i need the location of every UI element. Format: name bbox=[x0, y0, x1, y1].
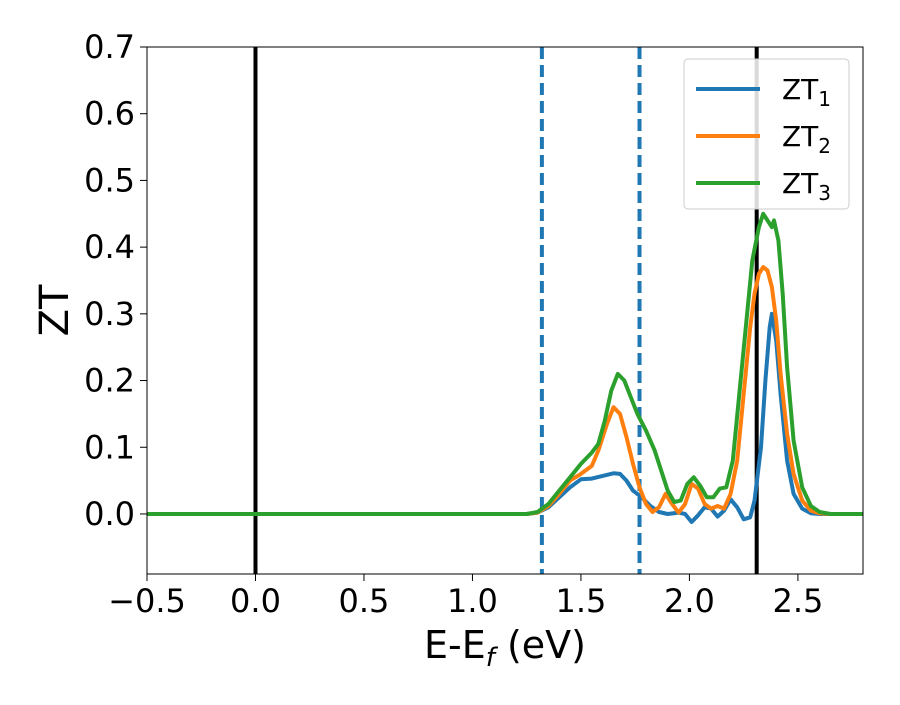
y-tick-label: 0.3 bbox=[84, 295, 135, 333]
x-tick-label: 0.0 bbox=[230, 582, 281, 620]
x-tick-label: 2.5 bbox=[772, 582, 823, 620]
x-axis-label: E-Ef (eV) bbox=[424, 623, 586, 673]
plot-frame bbox=[146, 46, 864, 575]
y-tick-label: 0.1 bbox=[84, 428, 135, 466]
y-tick-label: 0.7 bbox=[84, 28, 135, 66]
series-line-zt2 bbox=[147, 265, 863, 516]
x-tick-label: 0.5 bbox=[339, 582, 390, 620]
y-tick-label: 0.2 bbox=[84, 362, 135, 400]
legend-label-zt2: ZT2 bbox=[782, 120, 831, 158]
y-axis-label: ZT bbox=[32, 284, 78, 336]
y-tick-label: 0.0 bbox=[84, 495, 135, 533]
x-tick-label: 1.0 bbox=[447, 582, 498, 620]
legend: ZT1 ZT2 ZT3 bbox=[683, 58, 850, 210]
series-line-zt3 bbox=[147, 211, 863, 516]
y-tick-label: 0.6 bbox=[84, 95, 135, 133]
legend-label-zt3: ZT3 bbox=[782, 167, 831, 205]
y-tick-label: 0.5 bbox=[84, 161, 135, 199]
x-tick-label: 1.5 bbox=[555, 582, 606, 620]
axes: −0.5 0.0 0.5 1.0 1.5 2.0 2.5 0.0 0.1 0.2 0.3 0.4 0.5… bbox=[32, 28, 823, 673]
legend-label-zt1: ZT1 bbox=[782, 73, 831, 111]
x-tick-label: −0.5 bbox=[108, 582, 186, 620]
x-tick-label: 2.0 bbox=[664, 582, 715, 620]
y-tick-label: 0.4 bbox=[84, 228, 135, 266]
legend-box bbox=[683, 58, 850, 210]
